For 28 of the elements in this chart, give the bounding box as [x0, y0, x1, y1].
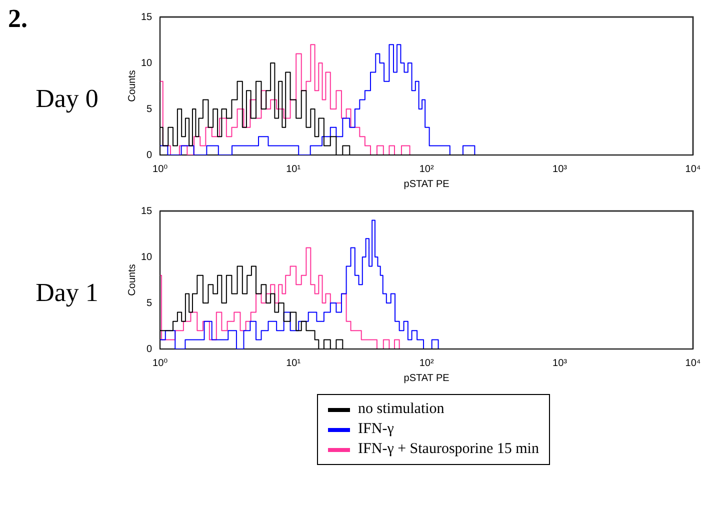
y-tick-label: 5 — [146, 104, 153, 115]
x-tick-label: 10⁴ — [685, 358, 701, 369]
y-axis-title: Counts — [126, 70, 138, 102]
x-tick-label: 10² — [419, 358, 434, 369]
x-tick-label: 10¹ — [286, 164, 302, 175]
x-axis-title: pSTAT PE — [404, 372, 450, 384]
x-tick-label: 10³ — [552, 164, 568, 175]
x-tick-label: 10⁰ — [152, 164, 168, 175]
y-tick-label: 5 — [146, 298, 153, 309]
x-tick-label: 10⁰ — [152, 358, 168, 369]
x-tick-label: 10³ — [552, 358, 568, 369]
text: 2. — [8, 4, 28, 34]
y-tick-label: 15 — [141, 12, 153, 23]
y-tick-label: 15 — [141, 206, 153, 217]
x-tick-label: 10⁴ — [685, 164, 701, 175]
y-tick-label: 0 — [146, 150, 153, 161]
legend-label: no stimulation — [358, 401, 444, 418]
y-axis-title: Counts — [126, 264, 138, 296]
x-axis-title: pSTAT PE — [404, 178, 450, 190]
legend-label: IFN-γ + Staurosporine 15 min — [358, 441, 539, 458]
y-tick-label: 10 — [141, 58, 153, 69]
x-tick-label: 10² — [419, 164, 434, 175]
legend-label: IFN-γ — [358, 421, 394, 438]
text: Day 1 — [34, 278, 100, 308]
y-tick-label: 10 — [141, 252, 153, 263]
text: Day 0 — [34, 84, 100, 114]
x-tick-label: 10¹ — [286, 358, 302, 369]
y-tick-label: 0 — [146, 344, 153, 355]
